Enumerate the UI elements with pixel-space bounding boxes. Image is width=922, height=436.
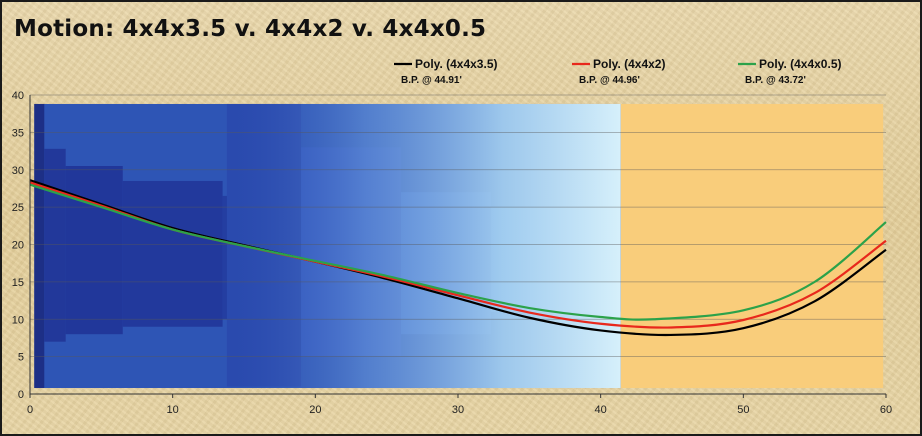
legend-annotation-1: B.P. @ 44.91' [401,75,462,86]
x-tick-label: 30 [452,404,464,416]
series-line-1 [29,179,887,337]
legend-annotation-3: B.P. @ 43.72' [745,75,806,86]
field-band [65,166,123,335]
y-tick-label: 30 [12,165,24,177]
y-tick-label: 15 [12,277,24,289]
y-tick-label: 35 [12,127,24,139]
y-tick-label: 20 [12,240,24,252]
y-tick-label: 10 [12,314,24,326]
x-tick-label: 50 [737,404,749,416]
series-line-3 [29,183,887,321]
legend-annotation-2: B.P. @ 44.96' [579,75,640,86]
field-gradient [226,103,621,389]
plot-area [34,103,884,389]
x-tick-label: 10 [167,404,179,416]
x-tick-label: 20 [309,404,321,416]
field-band [122,180,223,327]
legend: Poly. (4x4x3.5) B.P. @ 44.91' Poly. (4x4x2… [394,57,842,86]
y-tick-label: 25 [12,202,24,214]
field-band [44,148,66,342]
x-tick-label: 60 [880,404,892,416]
x-tick-label: 40 [595,404,607,416]
y-tick-label: 40 [12,90,24,102]
x-tick-label: 0 [27,404,33,416]
legend-label-2: Poly. (4x4x2) [593,57,665,71]
series-layer [29,179,887,337]
legend-label-1: Poly. (4x4x3.5) [415,57,498,71]
chart-title: Motion: 4x4x3.5 v. 4x4x2 v. 4x4x0.5 [14,16,487,42]
axes: 0 10 20 30 40 50 60 0 5 10 15 20 25 30 35 40 [12,90,892,416]
y-tick-label: 0 [18,389,24,401]
y-tick-label: 5 [18,352,24,364]
legend-label-3: Poly. (4x4x0.5) [759,57,842,71]
field-band [34,103,45,389]
